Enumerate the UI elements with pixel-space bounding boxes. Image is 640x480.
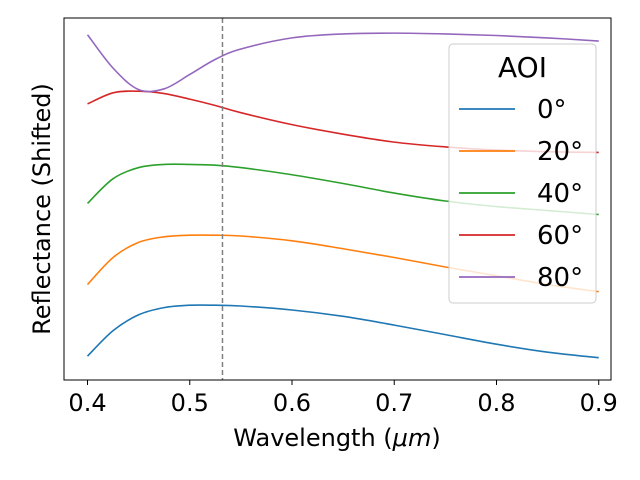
legend: AOI 0° 20° 40° 60° 80° <box>448 43 597 304</box>
plot-frame <box>63 17 612 381</box>
x-tick-label: 0.7 <box>375 389 413 417</box>
x-tick-label: 0.5 <box>171 389 209 417</box>
x-tick-label: 0.4 <box>68 389 106 417</box>
series-line-0 <box>86 304 599 359</box>
legend-label-3: 60° <box>537 221 583 251</box>
series-line-4 <box>86 32 599 93</box>
legend-label-0: 0° <box>537 95 567 125</box>
legend-title: AOI <box>498 51 547 84</box>
x-axis-label: Wavelength (μm) <box>233 424 440 452</box>
legend-label-1: 20° <box>537 137 583 167</box>
x-tick-label: 0.9 <box>580 389 618 417</box>
legend-label-2: 40° <box>537 179 583 209</box>
x-tick-label: 0.8 <box>477 389 515 417</box>
y-axis-label: Reflectance (Shifted) <box>28 83 56 335</box>
x-tick-label: 0.6 <box>273 389 311 417</box>
legend-label-4: 80° <box>537 263 583 293</box>
